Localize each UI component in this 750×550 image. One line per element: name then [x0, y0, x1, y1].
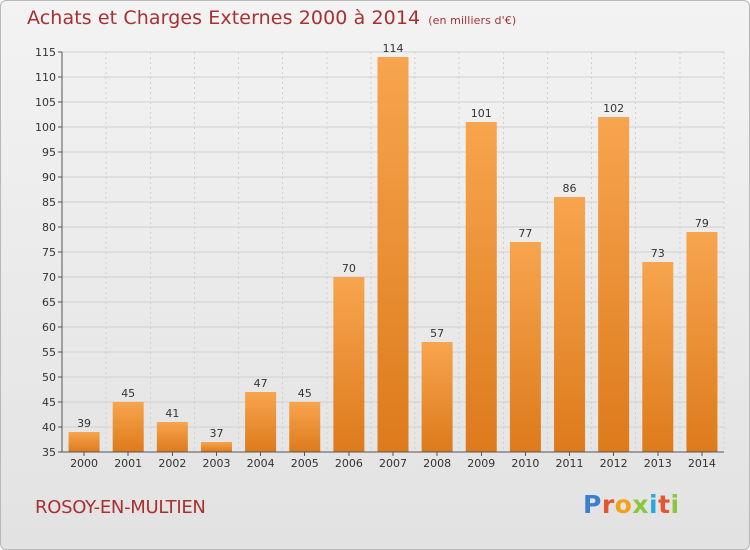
bar-2006: [333, 277, 365, 452]
y-tick-label: 95: [42, 146, 56, 159]
logo-letter: x: [632, 490, 649, 519]
x-tick-label: 2000: [70, 457, 98, 470]
y-tick-label: 45: [42, 396, 56, 409]
logo-letter: t: [658, 490, 671, 519]
bar-2011: [554, 197, 586, 452]
data-label: 102: [603, 102, 624, 115]
bar-2005: [289, 402, 321, 452]
y-tick-label: 110: [35, 71, 56, 84]
chart-title-text: Achats et Charges Externes 2000 à 2014: [27, 7, 421, 29]
logo-letter: i: [649, 490, 659, 519]
logo-letter: o: [614, 490, 633, 519]
bar-2003: [200, 442, 232, 452]
y-tick-label: 55: [42, 346, 56, 359]
data-label: 114: [383, 42, 404, 55]
bar-layer: [68, 57, 718, 452]
y-tick-label: 100: [35, 121, 56, 134]
data-label: 79: [695, 217, 709, 230]
chart-subtitle: (en milliers d'€): [428, 14, 517, 27]
y-tick-label: 75: [42, 246, 56, 259]
bar-2004: [245, 392, 277, 452]
y-tick-label: 35: [42, 446, 56, 459]
bar-2008: [421, 342, 453, 452]
bar-2002: [156, 422, 188, 452]
bar-2013: [642, 262, 674, 452]
bar-2010: [509, 242, 541, 452]
x-tick-label: 2005: [291, 457, 319, 470]
data-label: 70: [342, 262, 356, 275]
x-tick-label: 2001: [114, 457, 142, 470]
bar-2014: [686, 232, 718, 452]
label-layer: 39 45 41 37 47 45 70 114 57 101 77 86 102 73 79: [77, 42, 709, 440]
logo-letter: P: [583, 490, 602, 519]
data-label: 101: [471, 107, 492, 120]
data-label: 47: [254, 377, 268, 390]
data-label: 41: [165, 407, 179, 420]
logo-letter: r: [601, 490, 615, 519]
y-tick-label: 50: [42, 371, 56, 384]
data-label: 86: [563, 182, 577, 195]
y-tick-label: 80: [42, 221, 56, 234]
y-tick-label: 70: [42, 271, 56, 284]
x-tick-label: 2007: [379, 457, 407, 470]
data-label: 73: [651, 247, 665, 260]
y-tick-label: 60: [42, 321, 56, 334]
bar-2009: [465, 122, 497, 452]
bar-2001: [112, 402, 144, 452]
x-tick-label: 2014: [688, 457, 716, 470]
x-tick-label: 2011: [556, 457, 584, 470]
x-tick-label: 2002: [158, 457, 186, 470]
data-label: 45: [121, 387, 135, 400]
y-tick-label: 40: [42, 421, 56, 434]
y-tick-label: 115: [35, 46, 56, 59]
chart-title: Achats et Charges Externes 2000 à 2014 (e…: [27, 7, 516, 29]
data-label: 39: [77, 417, 91, 430]
bar-2000: [68, 432, 100, 452]
y-tick-label: 90: [42, 171, 56, 184]
data-label: 77: [518, 227, 532, 240]
x-tick-label: 2012: [600, 457, 628, 470]
x-tick-label: 2003: [202, 457, 230, 470]
x-tick-label: 2008: [423, 457, 451, 470]
bar-2012: [598, 117, 630, 452]
y-tick-label: 85: [42, 196, 56, 209]
x-tick-label: 2006: [335, 457, 363, 470]
data-label: 45: [298, 387, 312, 400]
bar-2007: [377, 57, 409, 452]
y-tick-label: 105: [35, 96, 56, 109]
commune-name: ROSOY-EN-MULTIEN: [35, 497, 206, 518]
logo-letter: i: [670, 490, 680, 519]
x-tick-label: 2013: [644, 457, 672, 470]
x-tick-label: 2004: [247, 457, 275, 470]
data-label: 57: [430, 327, 444, 340]
data-label: 37: [209, 427, 223, 440]
proxiti-logo: Proxiti: [583, 490, 680, 519]
x-tick-label: 2010: [511, 457, 539, 470]
axis-layer: 35 40 45 50 55 60 65 70 75 80 85 90 95 100 105 110 115 20…: [35, 46, 724, 470]
y-tick-label: 65: [42, 296, 56, 309]
x-tick-label: 2009: [467, 457, 495, 470]
